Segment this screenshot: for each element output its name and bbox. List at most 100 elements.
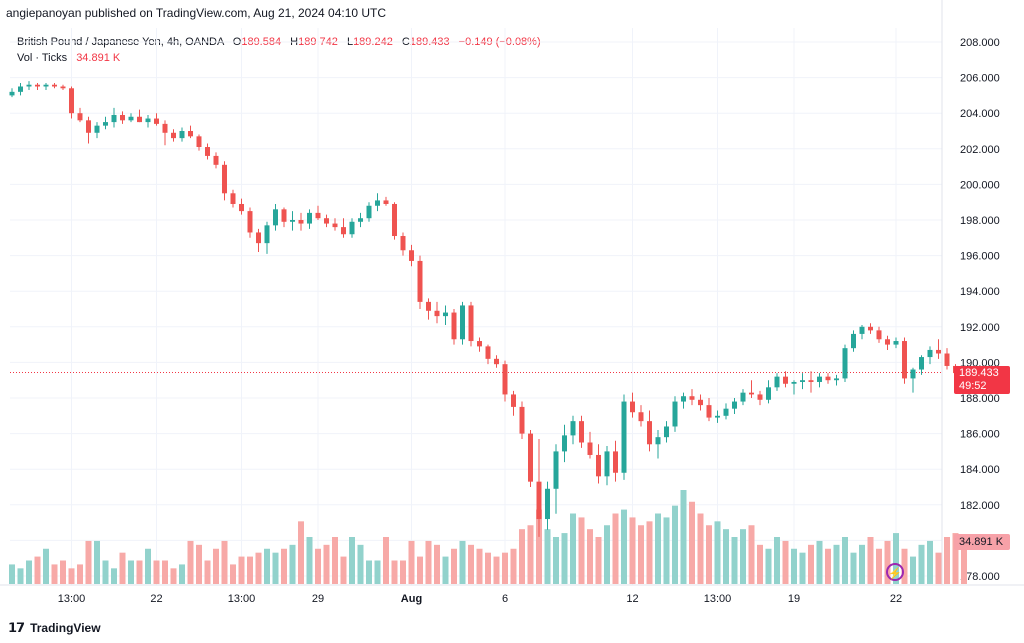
volume-bar <box>493 556 500 584</box>
candle-body <box>851 333 856 349</box>
candle-body <box>698 399 703 406</box>
volume-bar <box>646 521 653 584</box>
volume-bar <box>799 552 806 584</box>
candle-body <box>222 164 227 194</box>
candle-body <box>545 488 550 520</box>
volume-bar <box>425 540 432 584</box>
volume-bar <box>434 544 440 584</box>
volume-bar <box>782 540 789 584</box>
volume-bar <box>502 552 508 584</box>
brand-name: TradingView <box>30 621 101 635</box>
candle-body <box>468 305 474 342</box>
candle-body <box>825 376 831 381</box>
candle-body <box>349 221 355 235</box>
volume-bar <box>128 560 134 584</box>
volume-bar <box>536 509 542 584</box>
footer-branding: 𝟭𝟳 TradingView <box>8 620 101 636</box>
volume-bar <box>765 548 772 584</box>
candle-body <box>145 118 151 123</box>
volume-bar <box>400 560 406 584</box>
volume-bar <box>612 513 619 584</box>
candle-body <box>689 396 695 400</box>
volume-bar <box>672 505 678 584</box>
candle-body <box>749 392 754 395</box>
y-tick-label: 178.000 <box>960 571 1000 583</box>
candle-body <box>876 330 882 340</box>
candle-body <box>485 346 491 359</box>
candle-body <box>791 381 797 384</box>
volume-bar <box>723 529 729 584</box>
volume-bar <box>332 537 338 584</box>
candle-body <box>9 91 15 96</box>
volume-bar <box>604 525 610 584</box>
volume-bar <box>230 564 236 584</box>
volume-bar <box>697 513 704 584</box>
volume-bar <box>714 521 721 584</box>
candle-body <box>672 401 678 427</box>
volume-bar <box>468 544 474 584</box>
y-tick-label: 182.000 <box>960 500 1000 512</box>
candle-body <box>800 380 805 382</box>
candle-body <box>808 380 814 382</box>
candle-body <box>18 86 23 92</box>
volume-bar <box>485 552 491 584</box>
volume-bar <box>901 548 908 584</box>
candle-body <box>842 348 848 379</box>
flash-icon[interactable]: ⚡ <box>886 563 904 581</box>
bar-countdown: 49:52 <box>959 380 987 392</box>
volume-bar <box>459 540 466 584</box>
volume-bar <box>680 490 687 584</box>
y-tick-label: 186.000 <box>960 429 1000 441</box>
volume-bar <box>136 560 143 584</box>
candle-body <box>757 394 763 400</box>
volume-bar <box>587 529 593 584</box>
last-volume-tag: 34.891 K <box>954 534 1010 550</box>
volume-bar <box>451 548 457 584</box>
volume-bar <box>247 556 253 584</box>
volume-bar <box>94 540 100 584</box>
volume-bar <box>842 537 848 584</box>
candle-body <box>715 415 720 418</box>
volume-bar <box>145 548 151 584</box>
candle-body <box>519 406 525 434</box>
volume-bar <box>323 544 330 584</box>
candle-body <box>26 84 32 87</box>
candle-body <box>383 200 389 204</box>
volume-bar <box>340 556 347 584</box>
volume-bar <box>162 560 168 584</box>
x-tick-label: 6 <box>502 593 508 605</box>
candle-body <box>35 84 40 87</box>
volume-bar <box>272 552 279 584</box>
candle-body <box>647 421 652 445</box>
candle-body <box>443 312 448 317</box>
volume-bar <box>893 533 899 584</box>
volume-bar <box>221 540 228 584</box>
volume-bar <box>43 548 49 584</box>
candle-body <box>681 396 686 402</box>
candle-body <box>171 132 176 139</box>
candle-body <box>179 131 185 139</box>
candle-body <box>587 442 593 455</box>
candle-body <box>511 394 516 407</box>
x-tick-label: 13:00 <box>228 593 256 605</box>
candle-body <box>664 426 669 438</box>
volume-bar <box>850 552 857 584</box>
candle-body <box>723 408 729 416</box>
volume-bar <box>595 537 602 584</box>
volume-bar <box>306 537 313 584</box>
candle-body <box>188 131 193 137</box>
candle-body <box>409 250 414 261</box>
volume-bar <box>442 556 449 584</box>
last-price-tag: 189.433 49:52 <box>954 366 1010 394</box>
volume-bar <box>17 568 24 584</box>
volume-bar <box>51 564 58 584</box>
candle-body <box>256 232 261 244</box>
candle-body <box>213 155 219 165</box>
candle-body <box>774 376 780 388</box>
candle-body <box>502 364 508 395</box>
candle-body <box>553 451 559 489</box>
volume-label[interactable]: Vol · Ticks <box>17 52 68 64</box>
candle-body <box>196 136 202 148</box>
candle-body <box>86 120 91 133</box>
